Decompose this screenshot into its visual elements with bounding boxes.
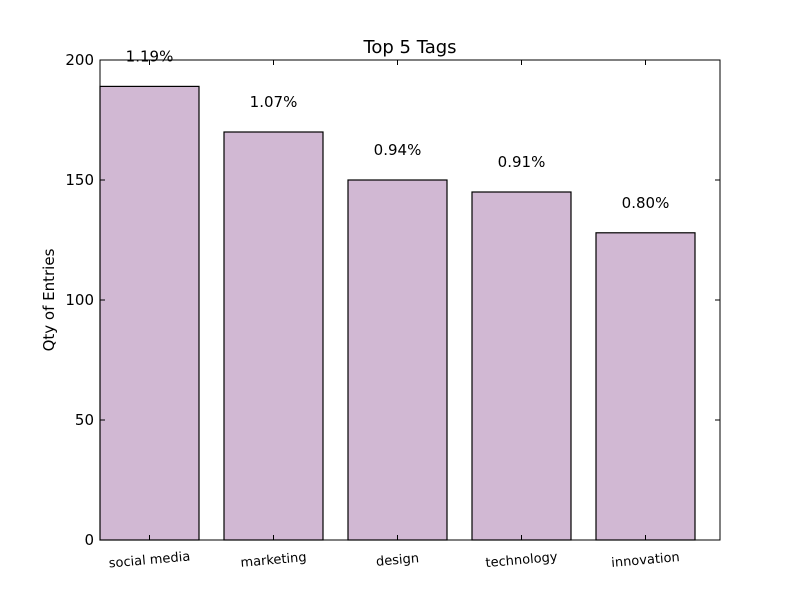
bar-2 bbox=[347, 179, 448, 541]
y-tick-label-0: 0 bbox=[84, 531, 94, 549]
bar-4 bbox=[595, 232, 696, 541]
y-tick-label-2: 100 bbox=[65, 291, 94, 309]
y-tick-label-4: 200 bbox=[65, 51, 94, 69]
y-axis-label: Qty of Entries bbox=[40, 248, 58, 351]
data-label-2: 0.94% bbox=[374, 141, 422, 159]
data-label-3: 0.91% bbox=[498, 153, 546, 171]
data-label-4: 0.80% bbox=[622, 194, 670, 212]
category-label-0: social media bbox=[108, 549, 191, 571]
bars-layer bbox=[99, 85, 696, 541]
data-label-1: 1.07% bbox=[250, 93, 298, 111]
category-label-2: design bbox=[375, 551, 419, 570]
category-label-4: innovation bbox=[611, 550, 681, 571]
plot-frame bbox=[99, 59, 721, 541]
bar-1 bbox=[223, 131, 324, 541]
bar-0 bbox=[99, 85, 200, 541]
category-label-1: marketing bbox=[240, 550, 307, 571]
chart-title: Top 5 Tags bbox=[362, 37, 456, 58]
y-tick-label-1: 50 bbox=[75, 411, 94, 429]
category-label-3: technology bbox=[485, 550, 559, 571]
bar-3 bbox=[471, 191, 572, 541]
data-label-0: 1.19% bbox=[126, 47, 174, 65]
labels-layer: 1.19% social media 1.07% marketing 0.94% desi… bbox=[65, 47, 680, 571]
y-tick-label-3: 150 bbox=[65, 171, 94, 189]
